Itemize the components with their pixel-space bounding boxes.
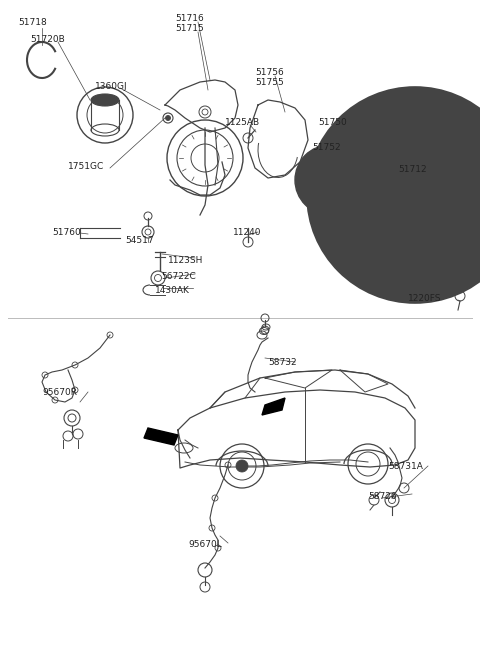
Text: 95670R: 95670R [42,388,77,397]
Text: 51720B: 51720B [30,35,65,44]
Text: 51716: 51716 [175,14,204,23]
Text: 1751GC: 1751GC [68,162,104,171]
Text: 1123SH: 1123SH [168,256,204,265]
Circle shape [397,177,433,213]
Circle shape [307,87,480,303]
Text: 51752: 51752 [312,143,341,152]
Circle shape [318,168,342,192]
Text: 51718: 51718 [18,18,47,27]
Text: 56722C: 56722C [161,272,196,281]
Text: 51715: 51715 [175,24,204,33]
Circle shape [324,174,336,186]
Text: 58726: 58726 [368,492,396,501]
Circle shape [373,153,457,237]
Text: 1430AK: 1430AK [155,286,190,295]
Text: 51760: 51760 [52,228,81,237]
Circle shape [317,97,480,293]
Text: 51712: 51712 [398,165,427,174]
Polygon shape [144,428,178,445]
Text: 11240: 11240 [233,228,262,237]
Text: 58732: 58732 [268,358,297,367]
Circle shape [295,145,365,215]
Text: 51756: 51756 [255,68,284,77]
Text: 95670L: 95670L [188,540,222,549]
Text: 51755: 51755 [255,78,284,87]
Text: 51750: 51750 [318,118,347,127]
Text: 1360GJ: 1360GJ [95,82,128,91]
Text: 58731A: 58731A [388,462,423,471]
Text: 1125AB: 1125AB [225,118,260,127]
Text: 54517: 54517 [125,236,154,245]
Circle shape [383,163,447,227]
Circle shape [166,115,170,121]
Text: 1220FS: 1220FS [408,294,442,303]
Circle shape [304,154,356,206]
Polygon shape [262,398,285,415]
Ellipse shape [91,94,119,106]
Circle shape [236,460,248,472]
